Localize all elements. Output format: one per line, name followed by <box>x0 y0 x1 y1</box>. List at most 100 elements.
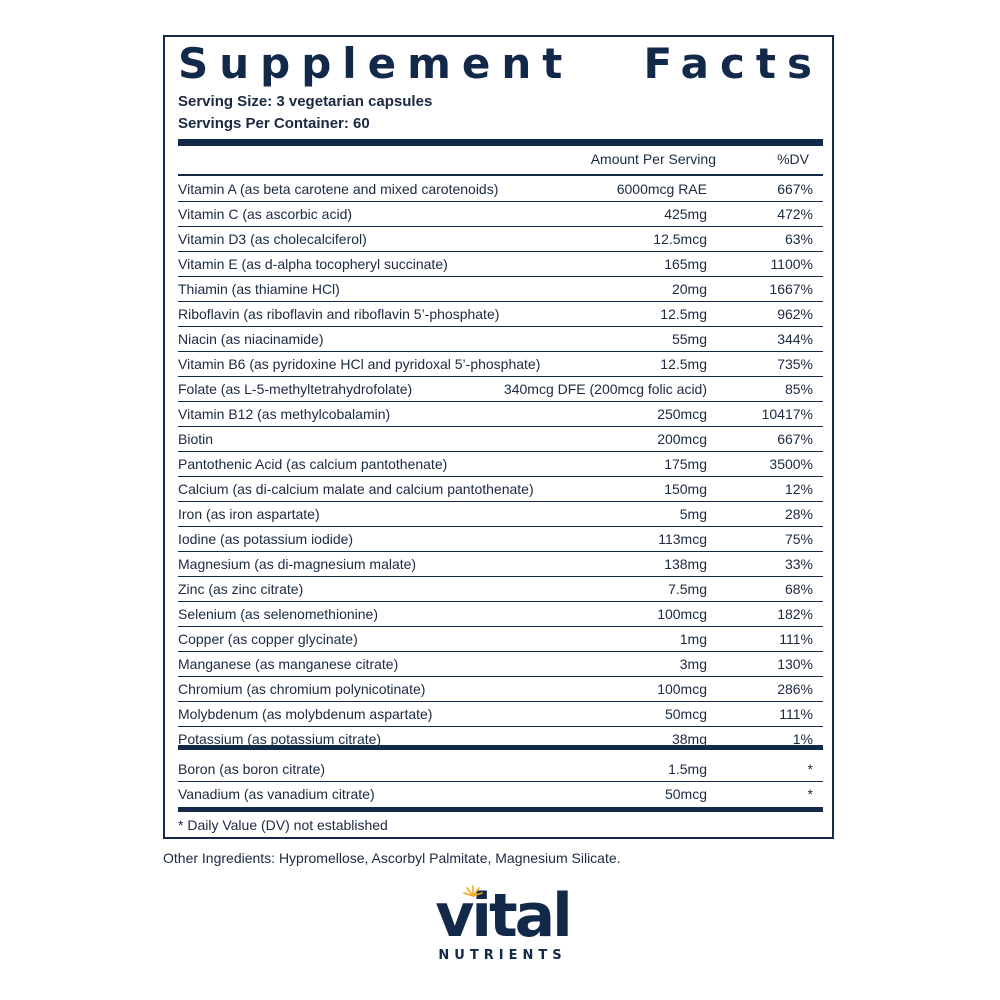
nutrient-name: Manganese (as manganese citrate) <box>178 656 399 672</box>
nutrient-dv: 75% <box>784 531 813 547</box>
nutrient-name: Zinc (as zinc citrate) <box>178 581 304 597</box>
nutrient-dv: 962% <box>777 306 813 322</box>
table-row: Biotin 200mcg 667% <box>178 427 823 452</box>
nutrient-amount: 1.5mg <box>668 761 707 777</box>
nutrient-amount: 20mg <box>671 281 707 297</box>
nutrient-amount: 175mg <box>664 456 707 472</box>
servings-per-container: Servings Per Container: 60 <box>178 115 370 132</box>
nutrient-name: Niacin (as niacinamide) <box>178 331 324 347</box>
dv-footnote: * Daily Value (DV) not established <box>178 817 388 833</box>
nutrient-dv: 63% <box>784 231 813 247</box>
nutrient-amount: 12.5mg <box>660 356 707 372</box>
table-row: Vitamin B6 (as pyridoxine HCl and pyrido… <box>178 352 823 377</box>
nutrient-name: Molybdenum (as molybdenum aspartate) <box>178 706 433 722</box>
nutrient-name: Thiamin (as thiamine HCl) <box>178 281 340 297</box>
nutrient-dv: 344% <box>777 331 813 347</box>
panel-title: Supplement Facts <box>178 41 823 87</box>
nutrient-amount: 138mg <box>664 556 707 572</box>
nutrient-amount: 100mcg <box>657 681 707 697</box>
nutrient-name: Vitamin A (as beta carotene and mixed ca… <box>178 181 499 197</box>
table-row: Manganese (as manganese citrate) 3mg 130% <box>178 652 823 677</box>
nutrient-dv: 111% <box>779 706 813 722</box>
nutrient-amount: 1mg <box>679 631 707 647</box>
table-row: Zinc (as zinc citrate) 7.5mg 68% <box>178 577 823 602</box>
sun-icon <box>463 885 483 897</box>
nutrient-amount: 12.5mg <box>660 306 707 322</box>
title-word-facts: Facts <box>643 39 823 88</box>
nutrient-amount: 50mcg <box>664 786 707 802</box>
nutrient-dv: 667% <box>777 431 813 447</box>
nutrient-name: Potassium (as potassium citrate) <box>178 731 382 747</box>
table-row: Vitamin C (as ascorbic acid) 425mg 472% <box>178 202 823 227</box>
nutrient-name: Folate (as L-5-methyltetrahydrofolate) <box>178 381 413 397</box>
serving-size: Serving Size: 3 vegetarian capsules <box>178 93 433 110</box>
nutrient-name: Calcium (as di-calcium malate and calciu… <box>178 481 534 497</box>
table-row: Boron (as boron citrate) 1.5mg * <box>178 757 823 782</box>
nutrient-amount: 50mcg <box>664 706 707 722</box>
nutrient-dv: 10417% <box>761 406 813 422</box>
thick-divider-top <box>178 139 823 146</box>
table-row: Thiamin (as thiamine HCl) 20mg 1667% <box>178 277 823 302</box>
table-row: Vitamin D3 (as cholecalciferol) 12.5mcg 63… <box>178 227 823 252</box>
nutrient-amount: 100mcg <box>657 606 707 622</box>
nutrient-amount: 5mg <box>679 506 707 522</box>
nutrient-dv: 33% <box>784 556 813 572</box>
nutrient-name: Vitamin B6 (as pyridoxine HCl and pyrido… <box>178 356 541 372</box>
nutrient-amount: 3mg <box>679 656 707 672</box>
table-row: Magnesium (as di-magnesium malate) 138mg 3… <box>178 552 823 577</box>
table-row: Niacin (as niacinamide) 55mg 344% <box>178 327 823 352</box>
nutrient-amount: 425mg <box>664 206 707 222</box>
table-row: Molybdenum (as molybdenum aspartate) 50mc… <box>178 702 823 727</box>
header-dv: %DV <box>777 151 809 167</box>
nutrient-name: Copper (as copper glycinate) <box>178 631 358 647</box>
nutrient-amount: 165mg <box>664 256 707 272</box>
nutrient-name: Pantothenic Acid (as calcium pantothenat… <box>178 456 448 472</box>
nutrient-table: Vitamin A (as beta carotene and mixed ca… <box>178 177 823 752</box>
supplement-facts-panel: Supplement Facts Serving Size: 3 vegetar… <box>163 35 834 839</box>
nutrient-name: Iron (as iron aspartate) <box>178 506 320 522</box>
brand-subword: NUTRIENTS <box>438 948 567 963</box>
table-row: Vanadium (as vanadium citrate) 50mcg * <box>178 782 823 807</box>
table-row: Copper (as copper glycinate) 1mg 111% <box>178 627 823 652</box>
table-row: Potassium (as potassium citrate) 38mg 1% <box>178 727 823 752</box>
nutrient-dv: * <box>807 786 813 802</box>
table-row: Pantothenic Acid (as calcium pantothenat… <box>178 452 823 477</box>
nutrient-amount: 38mg <box>671 731 707 747</box>
nutrient-dv: 472% <box>777 206 813 222</box>
nutrient-amount: 6000mcg RAE <box>616 181 707 197</box>
thick-divider-middle <box>178 745 823 750</box>
nutrient-name: Vitamin C (as ascorbic acid) <box>178 206 353 222</box>
table-row: Vitamin B12 (as methylcobalamin) 250mcg 10… <box>178 402 823 427</box>
title-word-supplement: Supplement <box>178 39 574 88</box>
nutrient-name: Magnesium (as di-magnesium malate) <box>178 556 417 572</box>
brand-word: vital <box>435 881 572 951</box>
table-row: Riboflavin (as riboflavin and riboflavin… <box>178 302 823 327</box>
nutrient-name: Vitamin B12 (as methylcobalamin) <box>178 406 391 422</box>
table-row: Chromium (as chromium polynicotinate) 100… <box>178 677 823 702</box>
nutrient-dv: 28% <box>784 506 813 522</box>
nutrient-dv: 1% <box>792 731 813 747</box>
table-row: Folate (as L-5-methyltetrahydrofolate) 34… <box>178 377 823 402</box>
nutrient-dv: 735% <box>777 356 813 372</box>
nutrient-amount: 7.5mg <box>668 581 707 597</box>
nutrient-amount: 55mg <box>671 331 707 347</box>
nutrient-dv: 68% <box>784 581 813 597</box>
nutrient-amount: 150mg <box>664 481 707 497</box>
other-nutrient-table: Boron (as boron citrate) 1.5mg * Vanadium (… <box>178 757 823 807</box>
nutrient-amount: 113mcg <box>658 531 707 547</box>
nutrient-amount: 250mcg <box>657 406 707 422</box>
nutrient-name: Boron (as boron citrate) <box>178 761 326 777</box>
nutrient-amount: 12.5mcg <box>653 231 707 247</box>
table-row: Vitamin A (as beta carotene and mixed ca… <box>178 177 823 202</box>
nutrient-dv: 182% <box>777 606 813 622</box>
header-rule <box>178 174 823 176</box>
table-row: Iodine (as potassium iodide) 113mcg 75% <box>178 527 823 552</box>
nutrient-dv: 3500% <box>769 456 813 472</box>
nutrient-dv: 85% <box>784 381 813 397</box>
nutrient-dv: 1667% <box>769 281 813 297</box>
nutrient-dv: 1100% <box>770 256 813 272</box>
nutrient-name: Chromium (as chromium polynicotinate) <box>178 681 426 697</box>
nutrient-name: Iodine (as potassium iodide) <box>178 531 354 547</box>
brand-logo: vital NUTRIENTS <box>425 882 580 972</box>
nutrient-name: Biotin <box>178 431 214 447</box>
